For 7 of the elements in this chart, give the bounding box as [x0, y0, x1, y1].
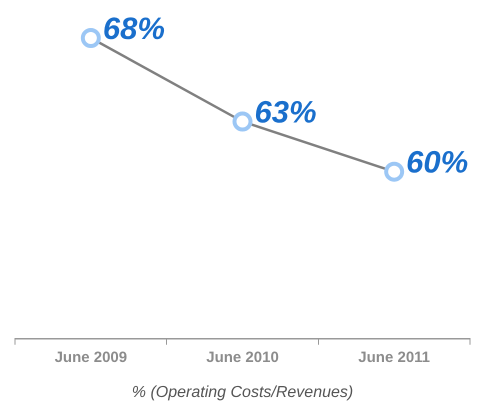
x-tick-label: June 2010: [206, 348, 279, 366]
x-axis-title: % (Operating Costs/Revenues): [132, 384, 354, 401]
x-tick-label: June 2009: [54, 348, 128, 366]
data-label: 60%: [406, 144, 468, 180]
data-label: 68%: [102, 11, 165, 46]
x-tick-label: June 2011: [358, 348, 430, 366]
data-label: 63%: [254, 94, 317, 130]
